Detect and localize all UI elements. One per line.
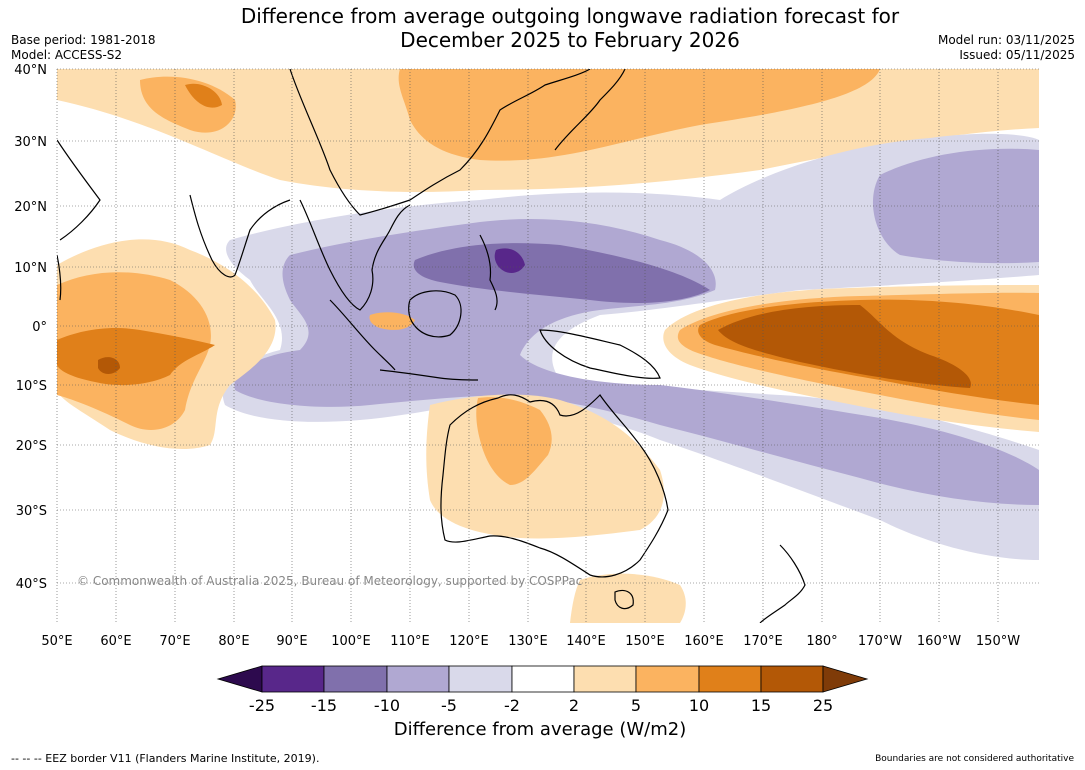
lon-label: 140°E xyxy=(566,634,606,649)
boundaries-disclaimer: Boundaries are not considered authoritat… xyxy=(875,754,1074,764)
lon-label: 70°E xyxy=(159,634,190,649)
lon-label: 90°E xyxy=(276,634,307,649)
coastlines xyxy=(57,69,806,623)
colorbar-label: 15 xyxy=(750,696,772,715)
colorbar-swatch-min xyxy=(216,665,263,693)
colorbar-label: -25 xyxy=(248,696,276,715)
field-maritime-medium xyxy=(369,312,415,330)
coast-java xyxy=(379,369,479,381)
lat-label: 20°N xyxy=(14,200,47,215)
lat-label: 30°N xyxy=(14,135,47,150)
field-ne-pacific-light xyxy=(872,148,1039,264)
coast-africa xyxy=(57,254,62,301)
meta-right: Model run: 03/11/2025 Issued: 05/11/2025 xyxy=(938,33,1075,63)
colorbar-label: -10 xyxy=(373,696,401,715)
eez-legend-note: -- -- -- EEZ border V11 (Flanders Marine… xyxy=(11,752,320,765)
model-run: Model run: 03/11/2025 xyxy=(937,33,1075,47)
lat-label: 30°S xyxy=(16,504,47,519)
coast-east-asia xyxy=(289,69,591,216)
colorbar-swatch xyxy=(511,665,575,693)
field-indian-ocean-strongest xyxy=(98,357,120,374)
colorbar-swatch xyxy=(698,665,762,693)
field-himalaya-strong xyxy=(185,83,222,108)
latitude-labels: 40°N 30°N 20°N 10°N 0° 10°S 20°S 30°S 40… xyxy=(14,63,47,592)
lat-label: 20°S xyxy=(16,439,47,454)
colorbar-label: 5 xyxy=(630,696,642,715)
coast-borneo xyxy=(408,290,462,338)
field-australia-medium xyxy=(476,397,552,485)
colorbar-label: 2 xyxy=(568,696,580,715)
colorbar-swatch xyxy=(573,665,637,693)
model-name: Model: ACCESS-S2 xyxy=(11,48,123,62)
lon-label: 120°E xyxy=(449,634,489,649)
title-line-1: Difference from average outgoing longwav… xyxy=(240,4,900,28)
lon-label: 170°W xyxy=(858,634,902,649)
lat-label: 0° xyxy=(32,320,47,335)
coast-philippines xyxy=(479,234,498,311)
colorbar-label: -2 xyxy=(504,696,520,715)
colorbar-label: -5 xyxy=(441,696,457,715)
coast-tasmania xyxy=(614,589,634,610)
lat-label: 10°S xyxy=(16,379,47,394)
lat-label: 40°N xyxy=(14,63,47,78)
colorbar-title: Difference from average (W/m2) xyxy=(393,719,687,740)
longitude-labels: 50°E 60°E 70°E 80°E 90°E 100°E 110°E 120… xyxy=(41,634,1020,649)
coast-japan xyxy=(554,69,626,151)
lon-label: 60°E xyxy=(100,634,131,649)
meta-left: Base period: 1981-2018 Model: ACCESS-S2 xyxy=(11,33,156,63)
field-c-pacific-strongest xyxy=(718,305,971,388)
colorbar-swatch xyxy=(386,665,450,693)
colorbar-swatch xyxy=(261,665,325,693)
coast-australia xyxy=(440,394,669,578)
lon-label: 150°E xyxy=(625,634,665,649)
graticule xyxy=(56,68,1039,623)
colorbar-label: 10 xyxy=(688,696,710,715)
colorbar xyxy=(216,665,869,693)
copyright-notice: © Commonwealth of Australia 2025, Bureau… xyxy=(77,574,583,588)
field-philippines-strong xyxy=(494,248,525,273)
colorbar-swatch xyxy=(635,665,700,693)
field-indian-ocean-strong xyxy=(57,328,215,386)
lon-label: 130°E xyxy=(508,634,548,649)
field-east-asia-medium xyxy=(398,69,880,161)
lon-label: 150°W xyxy=(976,634,1020,649)
colorbar-label: -15 xyxy=(310,696,338,715)
colorbar-swatch-max xyxy=(822,665,869,693)
coast-new-guinea xyxy=(539,329,661,379)
field-philippines-medium xyxy=(413,243,710,303)
coast-new-zealand xyxy=(759,544,806,623)
lon-label: 110°E xyxy=(390,634,430,649)
coast-arabia xyxy=(57,139,101,241)
coast-se-asia xyxy=(299,199,411,311)
coast-india xyxy=(189,194,291,278)
base-period: Base period: 1981-2018 xyxy=(11,33,156,47)
lat-label: 40°S xyxy=(16,577,47,592)
lon-label: 80°E xyxy=(218,634,249,649)
chart-title: Difference from average outgoing longwav… xyxy=(150,4,990,52)
colorbar-swatch xyxy=(448,665,513,693)
lon-label: 180° xyxy=(806,634,837,649)
coast-sumatra xyxy=(329,299,396,371)
title-line-2: December 2025 to February 2026 xyxy=(400,28,740,52)
colorbar-swatch xyxy=(323,665,388,693)
lon-label: 50°E xyxy=(41,634,72,649)
lon-label: 160°E xyxy=(684,634,724,649)
lat-label: 10°N xyxy=(14,261,47,276)
issued-date: Issued: 05/11/2025 xyxy=(959,48,1075,62)
lon-label: 100°E xyxy=(331,634,371,649)
colorbar-label: 25 xyxy=(812,696,834,715)
field-se-australia-light xyxy=(570,573,686,623)
colorbar-swatch xyxy=(760,665,824,693)
lon-label: 170°E xyxy=(743,634,783,649)
lon-label: 160°W xyxy=(917,634,961,649)
